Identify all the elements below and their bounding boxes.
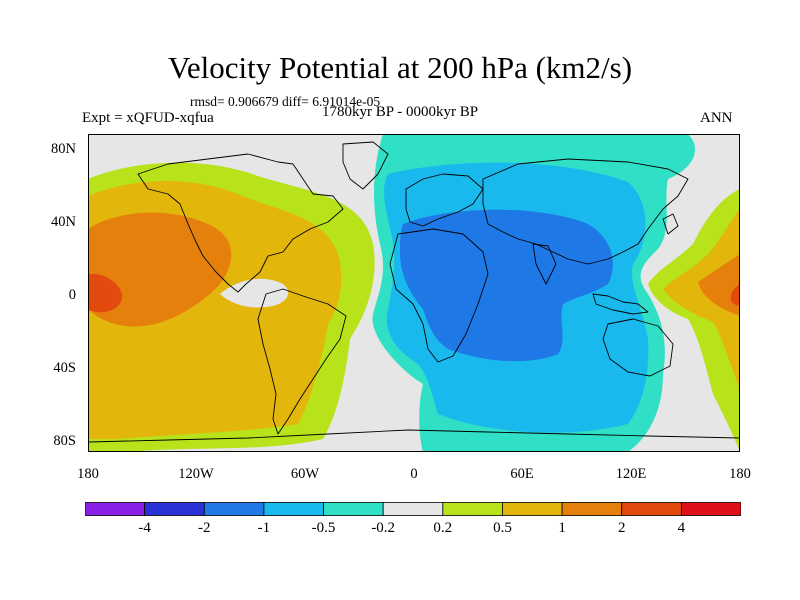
colorbar-label: 2: [617, 520, 626, 536]
colorbar-label: 0.5: [493, 520, 512, 536]
coast-south-america: [257, 288, 347, 435]
positive-strong-region-east: [698, 254, 740, 316]
coast-india: [532, 243, 557, 285]
coast-indonesia: [592, 293, 649, 315]
colorbar: [85, 502, 741, 516]
colorbar-box: [323, 502, 384, 516]
colorbar-box: [382, 502, 444, 516]
positive-max-region-west: [88, 273, 123, 313]
lon-label-60e: 60E: [510, 466, 534, 482]
colorbar-box: [502, 502, 563, 516]
experiment-label: Expt = xQFUD-xqfua: [82, 110, 214, 126]
lat-label-80s: 80S: [53, 433, 76, 449]
lat-label-40n: 40N: [51, 214, 76, 230]
colorbar-label: -4: [138, 520, 151, 536]
coast-greenland: [342, 141, 389, 190]
lat-label-eq: 0: [68, 287, 76, 303]
lon-label-120e: 120E: [615, 466, 647, 482]
map-frame: [88, 134, 740, 452]
lon-label-60w: 60W: [290, 466, 320, 482]
plot-title: Velocity Potential at 200 hPa (km2/s): [167, 50, 633, 85]
colorbar-label: -2: [198, 520, 211, 536]
colorbar-label: 4: [677, 520, 686, 536]
negative-strong-region: [400, 209, 613, 362]
neutral-patch-gulf: [220, 278, 289, 308]
colorbar-box: [203, 502, 265, 516]
colorbar-box: [680, 502, 741, 516]
coast-north-america: [137, 153, 344, 293]
colorbar-box: [144, 502, 205, 516]
colorbar-box: [561, 502, 623, 516]
lon-label-120w: 120W: [178, 466, 214, 482]
colorbar-label: 1: [558, 520, 566, 536]
velocity-potential-map: [88, 134, 740, 452]
coast-japan: [662, 213, 679, 235]
colorbar-box: [85, 502, 146, 516]
season-label: ANN: [700, 110, 733, 126]
coast-australia: [602, 318, 674, 377]
coast-europe: [405, 173, 484, 227]
coast-africa: [389, 228, 489, 363]
coastlines: [88, 141, 740, 443]
colorbar-box: [621, 502, 682, 516]
lon-label-180e: 180: [729, 466, 751, 482]
colorbar-label: -0.5: [311, 520, 336, 536]
coast-antarctica: [88, 429, 740, 443]
lat-label-80n: 80N: [51, 141, 76, 157]
lat-label-40s: 40S: [53, 360, 76, 376]
lon-label-180w: 180: [77, 466, 99, 482]
coast-asia: [482, 158, 689, 265]
colorbar-label: -0.2: [371, 520, 396, 536]
colorbar-label: -1: [257, 520, 271, 536]
colorbar-box: [442, 502, 503, 516]
colorbar-box: [263, 502, 324, 516]
colorbar-label: 0.2: [433, 520, 453, 536]
stats-text: rmsd= 0.906679 diff= 6.91014e-05: [190, 94, 381, 109]
period-label: 1780kyr BP - 0000kyr BP: [322, 104, 479, 120]
positive-max-region-east: [730, 284, 740, 306]
lon-label-0: 0: [410, 466, 418, 482]
positive-mid-region-east: [663, 209, 740, 389]
